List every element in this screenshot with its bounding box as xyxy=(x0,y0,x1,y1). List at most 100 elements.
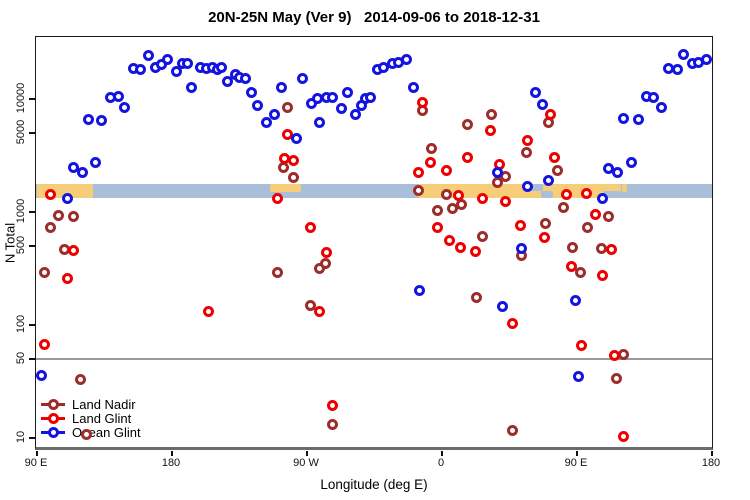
data-point xyxy=(156,59,167,71)
x-tick-mark xyxy=(576,451,578,456)
data-point xyxy=(52,209,64,221)
chart-title: 20N-25N May (Ver 9) 2014-09-06 to 2018-1… xyxy=(208,9,540,26)
data-point xyxy=(576,340,587,352)
y-tick-mark xyxy=(29,98,35,100)
data-point xyxy=(271,267,283,279)
data-point xyxy=(582,221,593,233)
data-point xyxy=(477,231,488,243)
x-tick-mark xyxy=(171,451,173,456)
data-point xyxy=(516,242,527,254)
data-point xyxy=(319,258,331,270)
data-point xyxy=(61,193,73,205)
data-point xyxy=(595,242,607,254)
data-point xyxy=(45,221,56,233)
data-point xyxy=(529,86,541,98)
x-tick-label: 180 xyxy=(701,457,721,469)
data-point xyxy=(520,146,532,158)
data-point xyxy=(408,81,419,93)
x-tick-mark xyxy=(306,451,308,456)
data-point xyxy=(462,151,473,163)
x-tick-mark xyxy=(36,451,38,456)
data-point xyxy=(567,241,578,253)
data-point xyxy=(304,299,316,311)
data-point xyxy=(327,400,338,411)
x-tick-mark xyxy=(441,451,443,456)
x-axis-title: Longitude (deg E) xyxy=(320,477,428,492)
data-point xyxy=(39,338,50,350)
data-point xyxy=(544,108,556,120)
data-point xyxy=(276,81,287,93)
y-tick-mark xyxy=(29,211,35,213)
data-point xyxy=(610,372,622,384)
plot-area: Land Nadir Land Glint Ocean Glint xyxy=(35,36,713,450)
data-point xyxy=(321,246,332,258)
data-point xyxy=(246,86,257,98)
x-tick-mark xyxy=(711,451,713,456)
data-point xyxy=(304,222,316,234)
data-point xyxy=(609,349,620,361)
x-tick-label: 90 E xyxy=(564,457,588,469)
data-point xyxy=(514,220,526,232)
data-point xyxy=(135,64,146,76)
data-point xyxy=(288,172,299,184)
data-point xyxy=(700,54,712,66)
data-point xyxy=(432,222,443,234)
data-point xyxy=(444,234,455,246)
data-point xyxy=(522,180,533,192)
data-point xyxy=(39,267,50,279)
data-point xyxy=(537,99,548,111)
data-point xyxy=(76,167,88,179)
data-point xyxy=(75,374,86,386)
data-point xyxy=(81,428,92,440)
data-point xyxy=(655,101,667,113)
reference-line-50 xyxy=(36,358,712,361)
data-point xyxy=(633,114,644,126)
legend: Land Nadir Land Glint Ocean Glint xyxy=(41,397,141,440)
data-point xyxy=(471,292,482,304)
data-point xyxy=(648,91,659,103)
data-point xyxy=(424,156,436,168)
data-point xyxy=(67,244,79,256)
data-point xyxy=(349,109,361,121)
data-point xyxy=(441,164,452,176)
y-tick-mark xyxy=(29,437,35,439)
data-point xyxy=(417,96,428,108)
data-point xyxy=(36,370,47,382)
data-point xyxy=(597,193,608,205)
data-point xyxy=(171,66,182,78)
data-point xyxy=(96,115,107,127)
data-point xyxy=(618,430,629,442)
data-point xyxy=(240,72,251,84)
data-point xyxy=(612,166,623,178)
data-point xyxy=(565,260,577,272)
data-point xyxy=(597,270,608,282)
land-glint-marker-icon xyxy=(41,412,65,424)
data-point xyxy=(186,82,197,94)
data-point xyxy=(462,119,473,131)
data-point xyxy=(625,156,637,168)
data-point xyxy=(288,155,299,167)
data-point xyxy=(618,112,629,124)
y-tick-label: 1000 xyxy=(15,198,27,224)
y-tick-label: 5000 xyxy=(15,119,27,145)
data-point xyxy=(469,245,481,257)
data-point xyxy=(543,174,554,186)
data-point xyxy=(142,49,154,61)
data-point xyxy=(492,177,503,189)
data-point xyxy=(540,217,551,229)
legend-label: Land Glint xyxy=(72,410,132,426)
data-point xyxy=(672,64,683,76)
ocean-glint-marker-icon xyxy=(41,426,65,438)
data-point xyxy=(313,306,325,318)
data-point xyxy=(90,157,101,169)
data-point xyxy=(327,91,338,103)
land-nadir-marker-icon xyxy=(41,398,65,410)
data-point xyxy=(336,103,347,115)
y-tick-label: 100 xyxy=(15,314,27,334)
data-point xyxy=(484,124,496,136)
map-strip xyxy=(36,183,712,199)
data-point xyxy=(432,204,443,216)
data-point xyxy=(558,201,569,213)
data-point xyxy=(252,100,263,112)
data-point xyxy=(271,193,283,205)
